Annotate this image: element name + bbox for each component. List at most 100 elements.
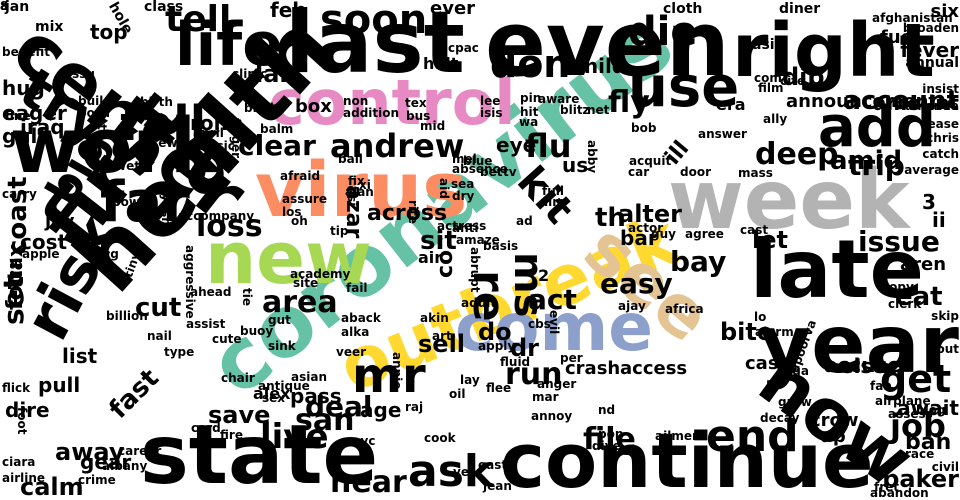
cloud-word: april [193, 126, 224, 140]
cloud-word: sell [418, 330, 466, 358]
cloud-word: lega [780, 364, 809, 378]
cloud-word: get [880, 357, 952, 401]
cloud-word: pull [38, 373, 81, 397]
cloud-word: cbs [528, 317, 551, 331]
cloud-word: cloth [663, 1, 703, 17]
cloud-word: 2 [538, 266, 550, 285]
cloud-word: isis [480, 106, 503, 120]
cloud-word: list [62, 344, 98, 368]
cloud-word: blue [463, 154, 493, 168]
cloud-word: cite [780, 74, 806, 88]
cloud-word: oh [291, 214, 308, 228]
cloud-word: a [0, 0, 9, 13]
cloud-word: ad [516, 214, 533, 228]
cloud-word: accompany [178, 209, 255, 223]
cloud-word: yes [453, 465, 477, 479]
cloud-word: sea [451, 177, 475, 191]
cloud-word: film [758, 81, 784, 95]
cloud-word: soon [320, 0, 428, 43]
cloud-word: afghanistan [872, 11, 953, 25]
cloud-word: act [528, 283, 577, 316]
cloud-word: ball [338, 152, 363, 166]
cloud-word: acquit [629, 154, 672, 168]
cloud-word: far [100, 170, 190, 235]
cloud-word: crime [78, 473, 116, 487]
cloud-word: cut [135, 293, 182, 323]
cloud-word: apple [22, 247, 60, 261]
cloud-word: air [418, 248, 443, 267]
cloud-word: lab [255, 60, 297, 88]
cloud-word: dr [510, 334, 540, 362]
cloud-word: crow [810, 410, 859, 431]
cloud-word: decay [760, 411, 800, 425]
cloud-word: flu [525, 127, 572, 165]
cloud-word: clear [238, 129, 316, 162]
cloud-word: bind [244, 101, 274, 115]
cloud-word: grow [778, 395, 812, 409]
cloud-word: child [572, 54, 627, 78]
cloud-word: addition [343, 106, 400, 120]
cloud-word: six [930, 1, 960, 22]
cloud-word: aim [540, 195, 565, 209]
cloud-word: ajay [618, 299, 646, 313]
cloud-word: ask [408, 446, 494, 497]
cloud-word: amanda [905, 99, 959, 113]
cloud-word: ayushi [159, 186, 173, 230]
cloud-word: trip [848, 149, 905, 182]
cloud-word: type [164, 345, 195, 359]
cloud-word: dire [5, 398, 50, 422]
cloud-word: fail [346, 281, 368, 295]
cloud-word: adult [461, 296, 497, 310]
cloud-word: catch [922, 147, 959, 161]
cloud-word: academy [290, 267, 351, 281]
cloud-word: easy [600, 267, 673, 300]
cloud-word: age [360, 398, 402, 422]
cloud-word: clinic [232, 67, 268, 81]
cloud-word: basis [483, 239, 519, 253]
cloud-word: eye [496, 133, 537, 157]
cloud-word: run [505, 357, 563, 392]
cloud-word: card [191, 421, 221, 435]
cloud-word: fire [220, 428, 243, 442]
cloud-word: feb [270, 0, 307, 22]
cloud-word: ever [430, 0, 476, 19]
cloud-word: iraq [20, 115, 65, 139]
cloud-word: mar [532, 390, 559, 404]
cloud-word: issu [68, 67, 95, 81]
cloud-word: lee [480, 94, 501, 108]
cloud-word: insist [922, 82, 959, 96]
cloud-word: bar [620, 226, 658, 250]
cloud-word: nd [598, 403, 616, 417]
cloud-word: airline [2, 471, 46, 485]
cloud-word: abrupt [468, 247, 482, 293]
cloud-word: file [583, 422, 636, 457]
cloud-word: crash [565, 358, 621, 379]
cloud-word: fall [120, 96, 207, 152]
cloud-word: chris [926, 131, 959, 145]
cloud-word: amount [872, 91, 959, 115]
cloud-word: mass [738, 166, 773, 180]
cloud-word: blitz [560, 103, 590, 117]
cloud-word: blog [916, 403, 946, 417]
cloud-word: wa [519, 115, 539, 129]
cloud-word: actor [628, 221, 664, 235]
cloud-word: raj [405, 400, 424, 414]
cloud-word: andrew [330, 127, 465, 165]
cloud-word: bow [112, 195, 140, 209]
cloud-word: mix [35, 19, 64, 35]
cloud-word: annual [905, 55, 959, 71]
cloud-word: gear [80, 450, 132, 474]
cloud-word: career [118, 444, 162, 458]
cloud-word: balm [260, 122, 294, 136]
cloud-word: xi [359, 178, 371, 192]
cloud-word: race [905, 447, 935, 461]
cloud-word: tie [612, 444, 630, 458]
cloud-word: let [752, 226, 788, 254]
cloud-word: wet [115, 159, 140, 173]
cloud-word: alarm [755, 325, 794, 339]
cloud-word: aggressive [183, 245, 197, 319]
cloud-word: isi [345, 191, 359, 207]
cloud-word: com [754, 71, 782, 85]
cloud-word: deal [305, 390, 373, 423]
cloud-word: birth [140, 95, 173, 109]
